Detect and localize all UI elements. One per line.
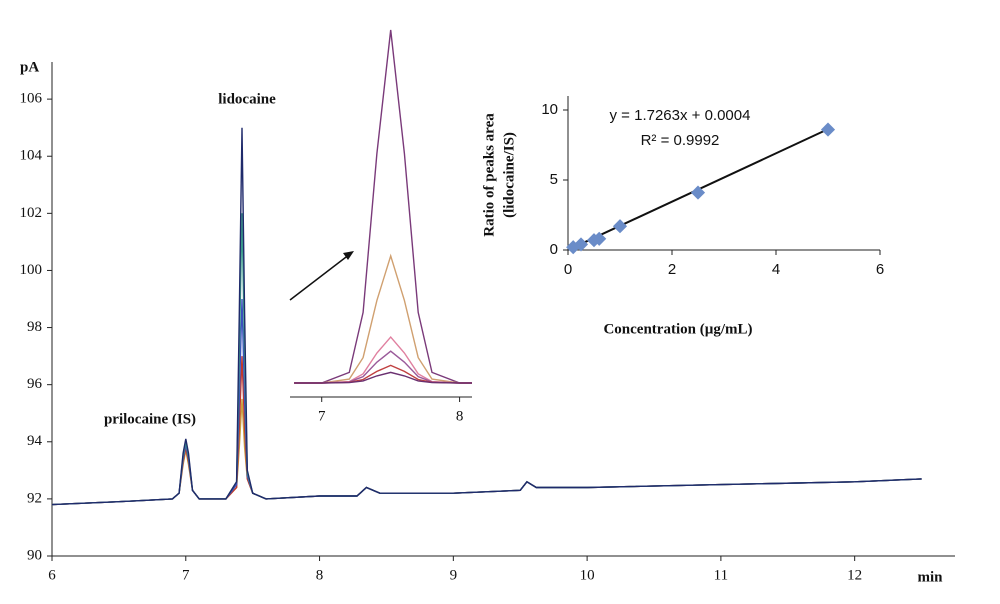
- trendline-equation: y = 1.7263x + 0.0004: [610, 107, 751, 124]
- trendline-r2: R² = 0.9992: [641, 132, 720, 149]
- x-tick-label: 8: [316, 567, 324, 583]
- y-tick-label: 0: [550, 241, 558, 258]
- x-tick-label: 10: [580, 567, 595, 583]
- point: [592, 231, 607, 246]
- trace: [294, 253, 472, 384]
- x-tick-label: 7: [182, 567, 190, 583]
- y-tick-label: 106: [20, 91, 43, 107]
- y-tick-label: 98: [27, 319, 42, 335]
- point: [690, 185, 706, 200]
- x-axis-label: Concentration (µg/mL): [603, 321, 752, 337]
- x-tick-label: 0: [564, 261, 572, 278]
- x-tick-label: 9: [450, 567, 458, 583]
- x-tick-label: 11: [714, 567, 728, 583]
- y-axis-label: pA: [20, 59, 39, 75]
- x-tick-label: 12: [847, 567, 862, 583]
- y-tick-label: 100: [20, 262, 43, 278]
- peak-annotation: prilocaine (IS): [104, 411, 196, 427]
- y-axis-label: Ratio of peaks area: [481, 113, 497, 237]
- y-tick-label: 104: [20, 148, 43, 164]
- y-tick-label: 5: [550, 171, 558, 188]
- trace: [51, 356, 922, 506]
- x-tick-label: 7: [318, 408, 326, 424]
- point: [820, 122, 836, 137]
- arrow-head: [343, 251, 354, 260]
- y-tick-label: 102: [20, 205, 43, 221]
- trace: [294, 336, 472, 384]
- y-tick-label: 10: [541, 101, 558, 118]
- trace: [51, 127, 922, 506]
- zoom-arrow: [289, 253, 351, 301]
- trace: [294, 371, 472, 384]
- x-tick-label: 6: [876, 261, 884, 278]
- y-tick-label: 90: [27, 547, 42, 563]
- y-axis-label: (lidocaine/IS): [501, 132, 517, 218]
- x-axis-label: min: [917, 569, 943, 585]
- y-tick-label: 96: [27, 376, 43, 392]
- x-tick-label: 4: [772, 261, 780, 278]
- y-tick-label: 94: [27, 433, 43, 449]
- trace: [294, 29, 472, 384]
- x-tick-label: 2: [668, 261, 676, 278]
- peak-annotation: lidocaine: [218, 91, 276, 107]
- x-tick-label: 6: [48, 567, 56, 583]
- point: [612, 219, 628, 234]
- y-tick-label: 92: [27, 490, 42, 506]
- point: [573, 237, 589, 252]
- x-tick-label: 8: [456, 408, 464, 424]
